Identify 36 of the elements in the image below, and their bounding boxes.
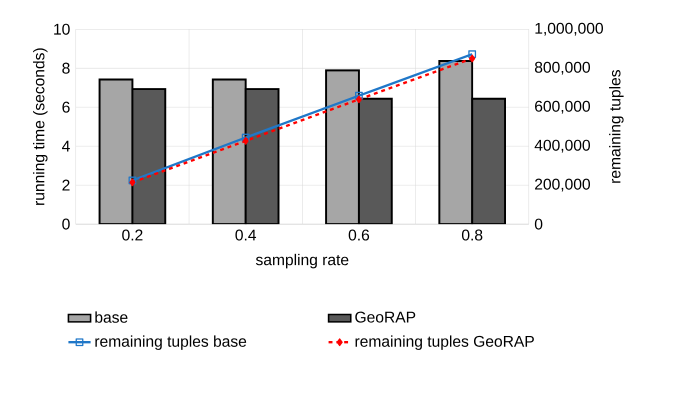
point: [355, 92, 363, 100]
legend-label: remaining tuples GeoRAP: [356, 336, 534, 350]
y-tick-label: 6: [62, 102, 70, 113]
y-axis-title: running time (seconds): [33, 48, 48, 206]
point: [356, 96, 362, 104]
bar: [438, 60, 474, 224]
bar: [358, 98, 393, 224]
bar: [471, 98, 506, 224]
y-tick-label: 10: [54, 24, 70, 35]
y2-tick-label: 400,000: [534, 140, 590, 153]
x-axis-title: sampling rate: [256, 254, 348, 269]
x-tick-label: 0.2: [122, 230, 142, 241]
y2-tick-label: 200,000: [535, 178, 590, 192]
bar: [325, 70, 360, 224]
bar: [131, 88, 166, 224]
y-tick-label: 2: [62, 180, 70, 191]
y-tick-label: 8: [62, 62, 70, 74]
legend-label: GeoRAP: [355, 312, 416, 323]
legend-label: remaining tuples base: [95, 336, 246, 350]
point: [468, 50, 476, 58]
x-tick-label: 0.8: [462, 230, 482, 241]
x-tick-label: 0.4: [235, 230, 256, 241]
y2-tick-label: 600,000: [535, 100, 590, 114]
x-tick-label: 0.6: [348, 230, 370, 241]
y2-axis-title: remaining tuples: [609, 70, 624, 183]
y2-tick-label: 0: [534, 218, 542, 230]
legend-label: base: [95, 312, 128, 323]
y2-tick-label: 800,000: [534, 62, 590, 75]
y-tick-label: 0: [62, 218, 70, 230]
bar: [244, 88, 280, 224]
y-tick-label: 4: [62, 140, 70, 152]
bar: [98, 78, 134, 224]
point: [242, 134, 250, 142]
point: [469, 54, 476, 63]
point: [242, 137, 249, 145]
y2-tick-label: 1,000,000: [535, 22, 604, 36]
